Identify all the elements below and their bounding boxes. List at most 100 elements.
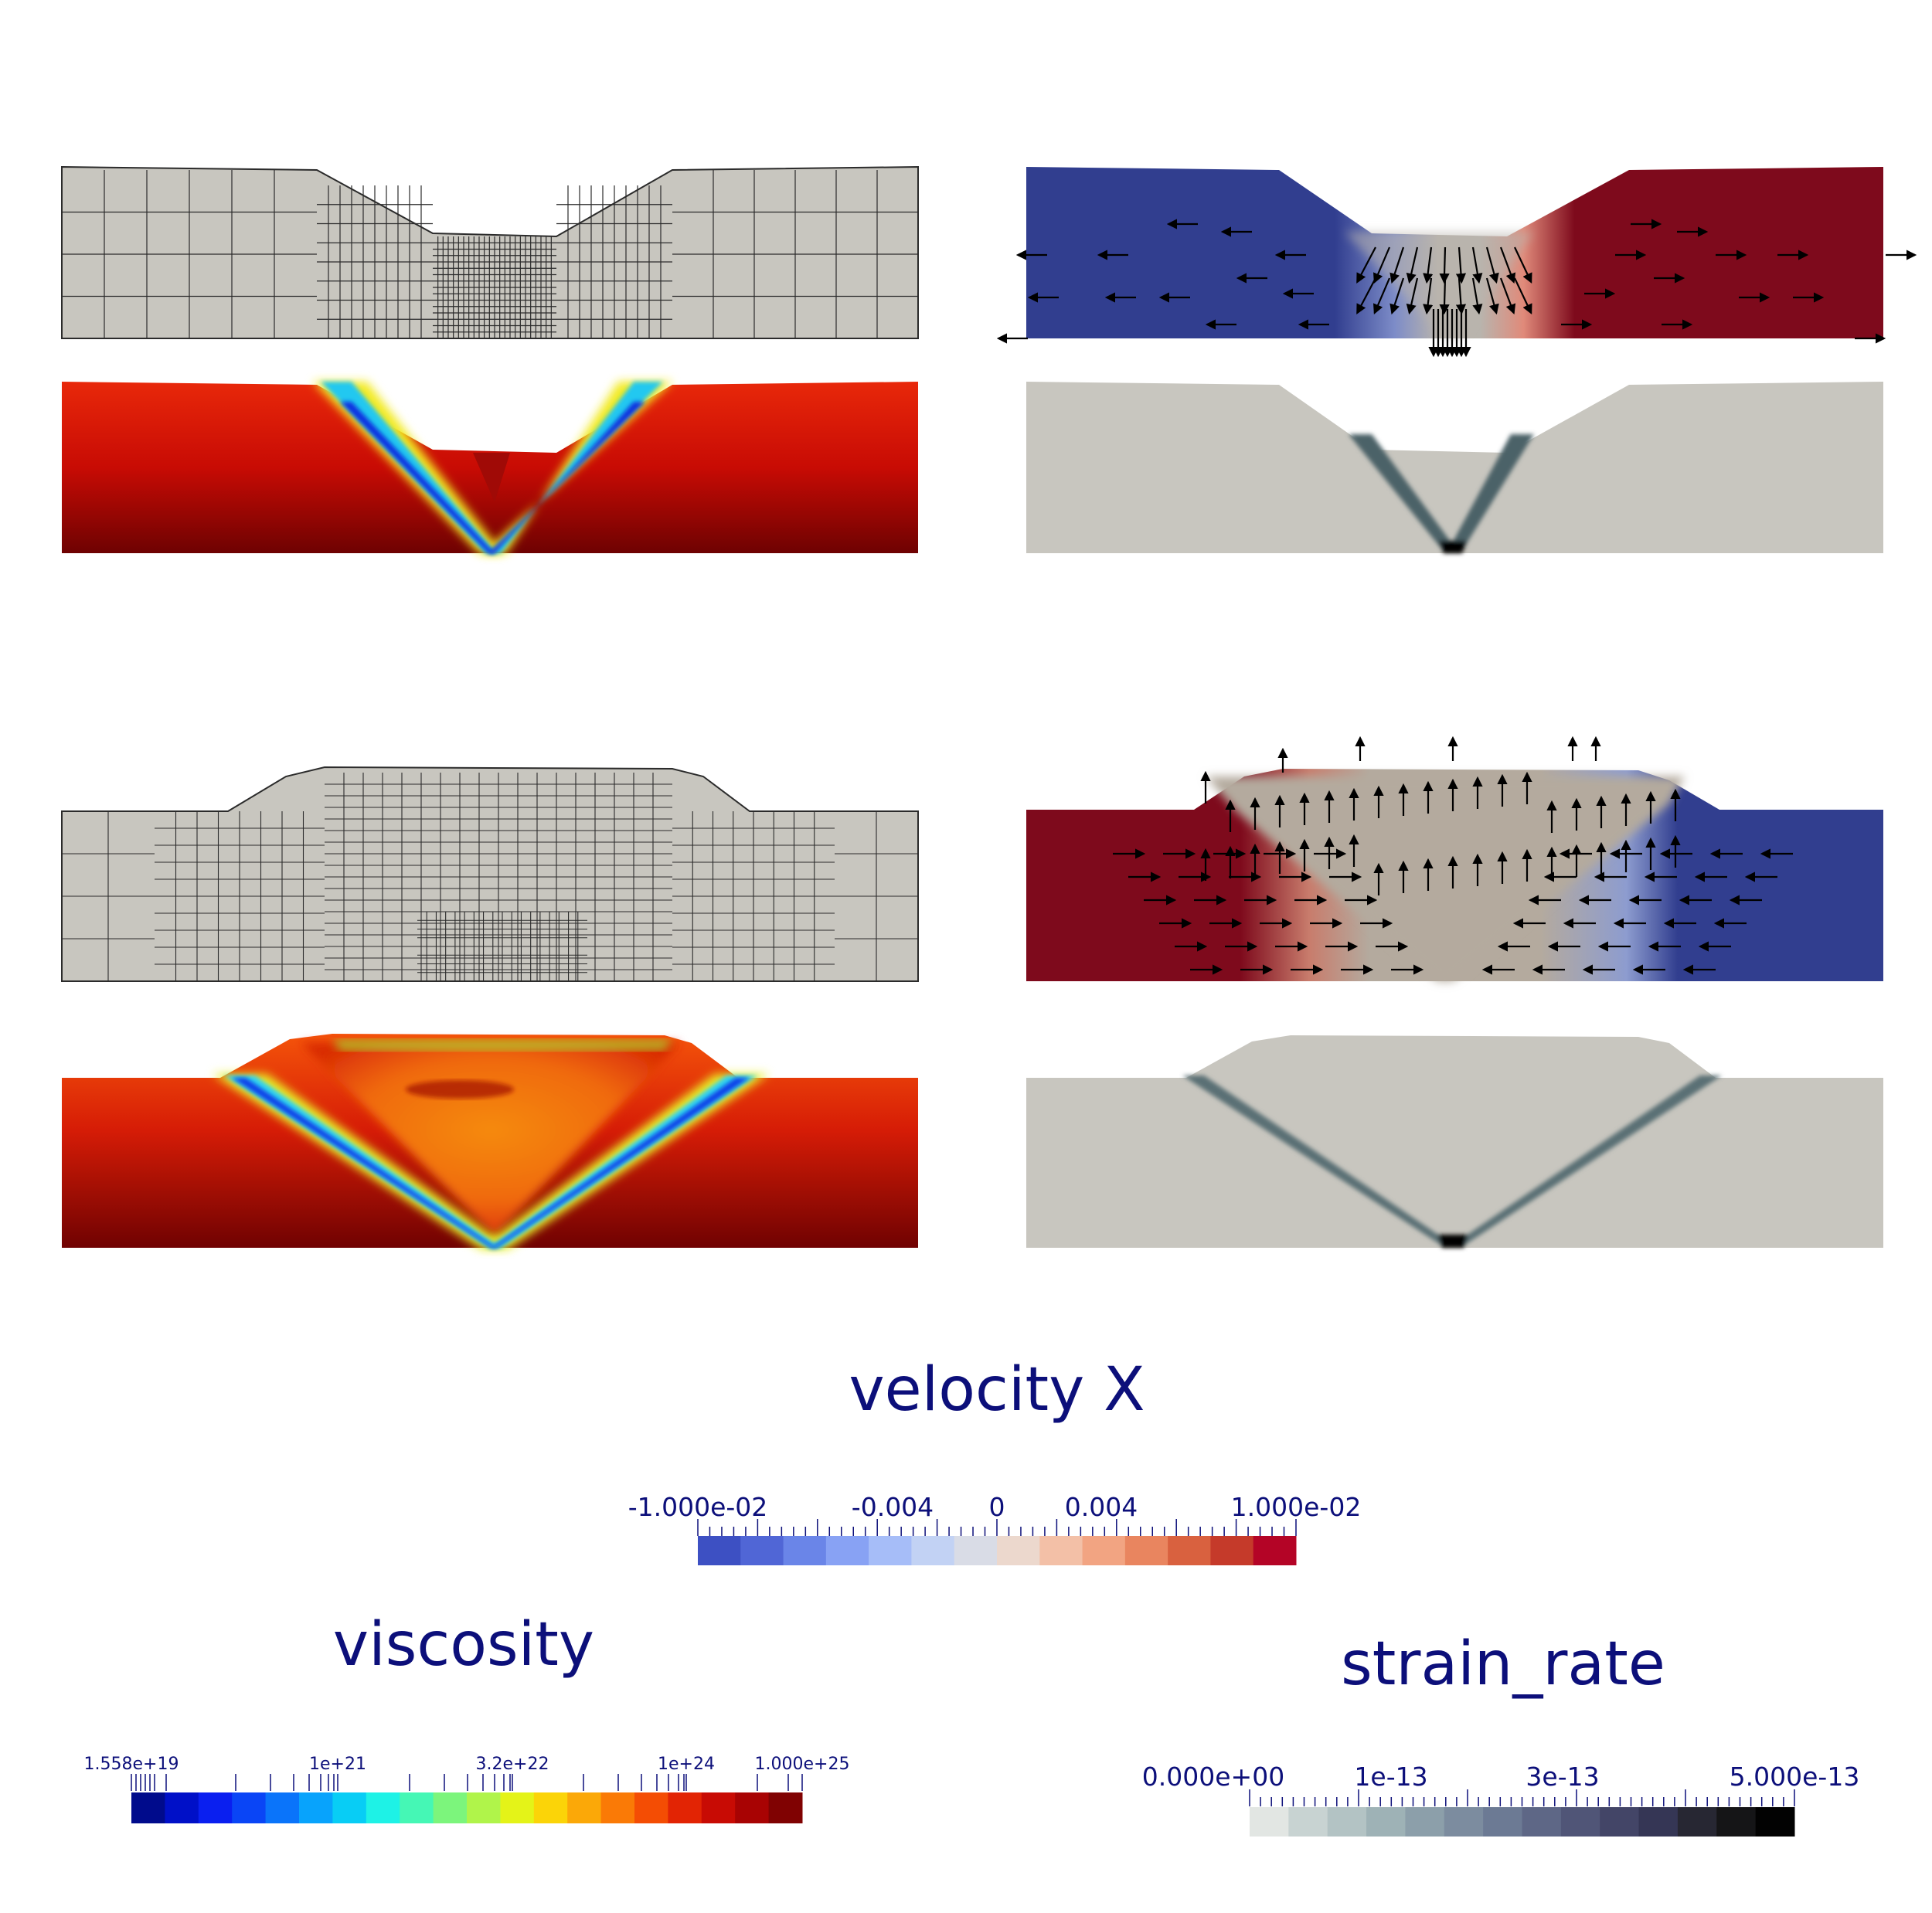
velocity-arrow bbox=[1485, 246, 1499, 284]
colorbar-strain-rate-label-2: 3e-13 bbox=[1526, 1762, 1599, 1792]
panel-extension-velocity bbox=[996, 167, 1917, 358]
velocity-arrows bbox=[996, 219, 1917, 358]
strain-rate-bands bbox=[1182, 1075, 1722, 1248]
panel-compression-strain-rate bbox=[1026, 1035, 1883, 1248]
colorbar-viscosity-ticks bbox=[131, 1774, 803, 1791]
colorbar-swatch bbox=[1366, 1807, 1406, 1837]
velocity-arrow bbox=[1406, 246, 1419, 284]
velocity-arrow bbox=[1439, 246, 1450, 284]
colorbar-strain-rate-label-0: 0.000e+00 bbox=[1142, 1762, 1284, 1792]
colorbar-swatch bbox=[1168, 1536, 1211, 1565]
colorbar-swatch bbox=[1253, 1536, 1297, 1565]
velocity-arrow bbox=[1514, 277, 1532, 314]
colorbar-strain-rate-ticks bbox=[1249, 1789, 1795, 1806]
panel-compression-viscosity bbox=[62, 1034, 918, 1248]
colorbar-swatch bbox=[911, 1536, 955, 1565]
colorbar-swatch bbox=[1250, 1807, 1289, 1837]
colorbar-swatch bbox=[1288, 1807, 1328, 1837]
velocity-arrow bbox=[1356, 277, 1376, 314]
velocity-center-wedge bbox=[1345, 232, 1534, 338]
viscosity-shear-bands bbox=[213, 1039, 769, 1248]
velocity-arrow bbox=[1499, 277, 1516, 315]
colorbar-swatch bbox=[165, 1792, 199, 1823]
colorbar-viscosity-swatches bbox=[131, 1792, 803, 1823]
colorbar-swatch bbox=[954, 1536, 998, 1565]
velocity-arrow bbox=[1499, 246, 1516, 284]
velocity-arrow bbox=[1485, 277, 1499, 315]
colorbar-swatch bbox=[1082, 1536, 1126, 1565]
colorbar-velocity-label-2: 0 bbox=[989, 1492, 1005, 1522]
colorbar-viscosity-label-0: 1.558e+19 bbox=[84, 1755, 179, 1774]
velocity-arrow bbox=[1471, 246, 1483, 284]
mesh-grid bbox=[62, 773, 918, 981]
colorbar-swatch bbox=[567, 1792, 602, 1823]
colorbar-swatch bbox=[198, 1792, 233, 1823]
panel-extension-strain-rate bbox=[1026, 382, 1883, 553]
velocity-arrow bbox=[1373, 246, 1391, 284]
colorbar-swatch bbox=[768, 1792, 803, 1823]
colorbar-velocity-swatches bbox=[698, 1536, 1297, 1565]
colorbar-swatch bbox=[433, 1792, 468, 1823]
colorbar-viscosity-label-2: 3.2e+22 bbox=[476, 1755, 549, 1774]
colorbar-swatch bbox=[1444, 1807, 1484, 1837]
viscosity-shear-bands bbox=[313, 382, 672, 553]
panel-extension-mesh bbox=[61, 165, 919, 339]
colorbar-swatch bbox=[1405, 1807, 1445, 1837]
velocity-arrows bbox=[1113, 736, 1793, 975]
colorbar-swatch bbox=[735, 1792, 770, 1823]
colorbar-velocity-label-1: -0.004 bbox=[852, 1492, 934, 1522]
velocity-arrow bbox=[1455, 246, 1467, 284]
panel-compression-velocity bbox=[1026, 736, 1883, 981]
colorbar-velocity-label-3: 0.004 bbox=[1065, 1492, 1138, 1522]
velocity-uplift-wedge bbox=[1206, 776, 1685, 981]
colorbar-swatch bbox=[600, 1792, 635, 1823]
colorbar-swatch bbox=[265, 1792, 300, 1823]
colorbar-swatch bbox=[1522, 1807, 1562, 1837]
colorbar-swatch bbox=[1677, 1807, 1717, 1837]
viscosity-inner-wedge bbox=[301, 1043, 680, 1236]
colorbar-viscosity-label-4: 1.000e+25 bbox=[755, 1755, 850, 1774]
colorbar-velocity-title: velocity X bbox=[849, 1355, 1145, 1425]
colorbar-swatch bbox=[1755, 1807, 1795, 1837]
velocity-arrow bbox=[1406, 277, 1419, 315]
colorbar-strain-rate-title: strain_rate bbox=[1341, 1629, 1665, 1699]
velocity-arrow bbox=[1356, 246, 1376, 284]
colorbar-swatch bbox=[366, 1792, 400, 1823]
colorbar-swatch bbox=[500, 1792, 535, 1823]
colorbar-swatch bbox=[332, 1792, 367, 1823]
colorbar-strain-rate: strain_rate 0.000e+00 1e-13 3e-13 5.000e… bbox=[1142, 1629, 1859, 1837]
colorbar-swatch bbox=[634, 1792, 668, 1823]
mesh-grid bbox=[62, 170, 918, 338]
colorbar-strain-rate-label-1: 1e-13 bbox=[1354, 1762, 1427, 1792]
colorbar-swatch bbox=[232, 1792, 267, 1823]
mesh-domain bbox=[61, 766, 919, 982]
strain-rate-domain bbox=[1026, 1035, 1883, 1248]
velocity-arrow bbox=[1423, 277, 1434, 315]
panel-extension-viscosity bbox=[62, 382, 918, 553]
strain-rate-domain bbox=[1026, 382, 1883, 553]
colorbar-swatch bbox=[740, 1536, 784, 1565]
velocity-arrow bbox=[1471, 277, 1483, 315]
colorbar-swatch bbox=[701, 1792, 736, 1823]
colorbar-viscosity-title: viscosity bbox=[333, 1610, 594, 1680]
colorbar-viscosity-label-1: 1e+21 bbox=[309, 1755, 366, 1774]
colorbar-swatch bbox=[299, 1792, 333, 1823]
colorbar-swatch bbox=[668, 1792, 702, 1823]
colorbar-swatch bbox=[467, 1792, 501, 1823]
colorbar-swatch bbox=[1210, 1536, 1254, 1565]
colorbar-swatch bbox=[1560, 1807, 1600, 1837]
strain-rate-bands bbox=[1349, 434, 1534, 553]
velocity-arrow bbox=[1423, 246, 1434, 284]
colorbar-viscosity-label-3: 1e+24 bbox=[658, 1755, 715, 1774]
colorbar-velocity-ticks bbox=[697, 1519, 1297, 1536]
velocity-arrow bbox=[1389, 246, 1405, 284]
velocity-arrow bbox=[1455, 277, 1467, 315]
colorbar-swatch bbox=[131, 1792, 165, 1823]
velocity-arrow bbox=[1373, 277, 1391, 315]
colorbar-swatch bbox=[825, 1536, 869, 1565]
velocity-arrow bbox=[1514, 246, 1532, 284]
velocity-arrow bbox=[1439, 277, 1450, 315]
colorbar-swatch bbox=[1327, 1807, 1367, 1837]
